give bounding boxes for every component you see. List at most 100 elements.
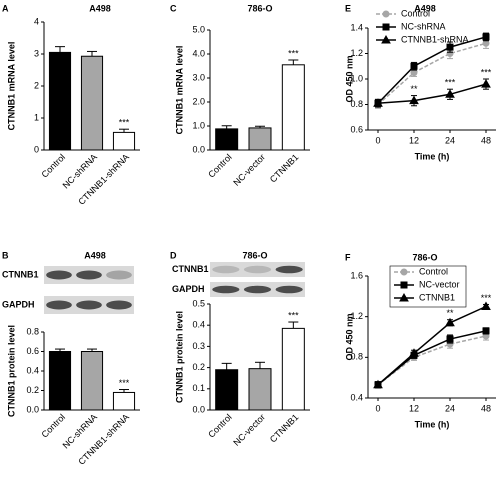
y-tick-label: 2 — [34, 80, 39, 90]
y-tick-label: 2.0 — [192, 96, 205, 106]
y-tick-label: 3.0 — [192, 72, 205, 82]
x-tick-label: NC-vector — [231, 152, 267, 188]
x-tick-label: 24 — [445, 135, 455, 145]
point — [446, 335, 454, 343]
x-tick-label: 0 — [375, 403, 380, 413]
panel-letter: F — [345, 252, 351, 262]
chart-title: 786-O — [412, 252, 437, 262]
x-axis-label: Time (h) — [415, 419, 450, 429]
blot-label: GAPDH — [172, 284, 205, 294]
point — [409, 348, 419, 357]
significance: ** — [446, 308, 454, 318]
panel-letter: D — [170, 250, 177, 260]
x-tick-label: CTNNB1 — [268, 412, 301, 445]
bar — [48, 351, 72, 411]
y-axis-label: CTNNB1 mRNA level — [174, 46, 184, 135]
legend-marker — [382, 23, 390, 31]
significance: *** — [481, 293, 492, 303]
y-tick-label: 0.6 — [26, 346, 39, 356]
legend-label: Control — [419, 266, 448, 276]
x-tick-label: 48 — [481, 135, 491, 145]
blot-band — [76, 300, 102, 310]
bar — [80, 55, 104, 151]
y-tick-label: 1.4 — [350, 22, 363, 32]
y-tick-label: 4.0 — [192, 48, 205, 58]
blot-band — [212, 285, 240, 294]
point — [446, 43, 454, 51]
x-tick-label: 24 — [445, 403, 455, 413]
panel-letter: C — [170, 3, 177, 13]
y-tick-label: 0.4 — [26, 365, 39, 375]
bar — [281, 327, 305, 411]
blot-band — [275, 265, 303, 274]
series-line — [377, 36, 487, 104]
series-line — [377, 330, 487, 386]
x-tick-label: 12 — [409, 135, 419, 145]
y-tick-label: 0.0 — [192, 144, 205, 154]
chart-title: 786-O — [247, 3, 272, 13]
series-line — [377, 305, 487, 386]
x-tick-label: Control — [40, 152, 68, 180]
y-tick-label: 0 — [34, 144, 39, 154]
point — [481, 301, 491, 310]
blot-band — [106, 300, 132, 310]
x-tick-label: Control — [40, 412, 68, 440]
significance: *** — [445, 78, 456, 88]
legend-label: NC-shRNA — [401, 21, 446, 31]
x-tick-label: Control — [206, 152, 234, 180]
y-axis-label: CTNNB1 mRNA level — [6, 42, 16, 131]
bar — [281, 64, 305, 151]
bar — [248, 368, 272, 411]
legend-label: CTNNB1-shRNA — [401, 34, 469, 44]
blot-band — [243, 285, 272, 294]
legend-marker — [400, 281, 408, 289]
significance: ** — [410, 84, 418, 94]
x-tick-label: Control — [206, 412, 234, 440]
bar — [48, 51, 72, 151]
legend-label: CTNNB1 — [419, 292, 455, 302]
y-tick-label: 0.1 — [192, 383, 205, 393]
y-tick-label: 0.3 — [192, 341, 205, 351]
panel-letter: B — [2, 250, 9, 260]
chart-title: A498 — [89, 3, 111, 13]
point — [409, 95, 419, 105]
significance: *** — [119, 378, 130, 388]
panel-letter: E — [345, 3, 351, 13]
y-tick-label: 1 — [34, 112, 39, 122]
bar — [215, 369, 239, 411]
point — [373, 379, 383, 389]
y-tick-label: 0.8 — [350, 352, 363, 362]
point — [410, 62, 418, 70]
y-tick-label: 0.2 — [26, 385, 39, 395]
y-tick-label: 4 — [34, 16, 39, 26]
y-tick-label: 0.6 — [350, 124, 363, 134]
y-axis-label: OD 450 nm — [344, 313, 354, 360]
bar — [215, 128, 239, 151]
significance: *** — [481, 67, 492, 77]
y-tick-label: 1.6 — [350, 270, 363, 280]
legend-label: Control — [401, 8, 430, 18]
x-axis-label: Time (h) — [415, 151, 450, 161]
point — [482, 327, 490, 335]
blot-band — [76, 270, 102, 280]
chart-title: A498 — [84, 250, 106, 260]
blot-band — [212, 265, 240, 274]
bar — [112, 391, 136, 411]
y-tick-label: 1.2 — [350, 48, 363, 58]
blot-band — [243, 265, 272, 274]
chart-title: 786-O — [242, 250, 267, 260]
y-tick-label: 1.0 — [350, 73, 363, 83]
y-tick-label: 0.4 — [350, 392, 363, 402]
blot-band — [46, 270, 72, 280]
legend-label: NC-vector — [419, 279, 460, 289]
significance: *** — [119, 118, 130, 128]
series-line — [377, 335, 487, 386]
significance: *** — [288, 310, 299, 320]
x-tick-label: 0 — [375, 135, 380, 145]
y-tick-label: 1.2 — [350, 311, 363, 321]
y-tick-label: 1.0 — [192, 120, 205, 130]
panel-letter: A — [2, 3, 9, 13]
y-tick-label: 0.8 — [26, 326, 39, 336]
blot-band — [46, 300, 72, 310]
